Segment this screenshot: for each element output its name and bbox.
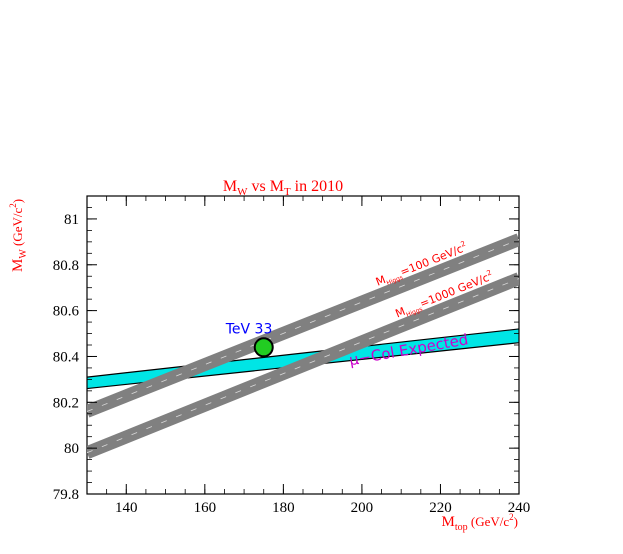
title-main: M — [223, 178, 237, 195]
y-tick-label: 80 — [64, 441, 79, 457]
ylabel-main: M — [10, 259, 26, 272]
x-tick-label: 140 — [115, 500, 138, 516]
title-end: in 2010 — [291, 178, 343, 195]
ylabel-sub: W — [18, 249, 29, 259]
x-tick-label: 220 — [429, 500, 452, 516]
band-label-higgs100-sup: 2 — [460, 240, 467, 249]
x-tick-label: 240 — [508, 500, 531, 516]
title-sub-w: W — [237, 186, 248, 198]
ylabel-unit: (GeV/c — [10, 207, 25, 249]
ylabel-close: ) — [10, 199, 25, 203]
x-tick-label: 180 — [272, 500, 295, 516]
point-marker-tev33 — [253, 337, 274, 358]
point-label-tev33: TeV 33 — [225, 321, 273, 337]
ylabel-sup: 2 — [8, 203, 18, 208]
xlabel-unit: (GeV/c — [468, 514, 510, 529]
bands-group — [87, 233, 519, 459]
y-tick-label: 81 — [64, 212, 79, 228]
y-axis-label: MW (GeV/c2) — [8, 199, 29, 272]
xlabel-sup: 2 — [509, 512, 514, 522]
xlabel-main: M — [442, 514, 455, 530]
x-tick-label: 200 — [351, 500, 374, 516]
title-sub-t: T — [284, 186, 291, 198]
y-tick-label: 80.6 — [53, 304, 80, 320]
y-tick-label: 80.8 — [53, 258, 79, 274]
band-label-higgs1000-prefix: M — [394, 305, 408, 321]
y-tick-label: 80.4 — [53, 349, 80, 365]
x-axis-label: Mtop (GeV/c2) — [442, 512, 518, 533]
band-label-higgs100-prefix: M — [374, 273, 388, 289]
series-band-1-hatch — [87, 278, 519, 454]
xlabel-close: ) — [514, 514, 518, 529]
xlabel-sub: top — [455, 522, 468, 533]
ticks-group: 140 160 180 200 220 240 79.8 80 80.2 80.4 80.6 80.8… — [53, 195, 531, 516]
y-tick-label: 79.8 — [53, 487, 79, 503]
chart-title: MW vs MT in 2010 — [223, 178, 343, 198]
band-label-higgs1000-sup: 2 — [486, 268, 493, 277]
series-band-0-hatch — [87, 239, 519, 412]
x-tick-label: 160 — [194, 500, 217, 516]
title-mid: vs M — [247, 178, 283, 195]
y-tick-label: 80.2 — [53, 395, 79, 411]
